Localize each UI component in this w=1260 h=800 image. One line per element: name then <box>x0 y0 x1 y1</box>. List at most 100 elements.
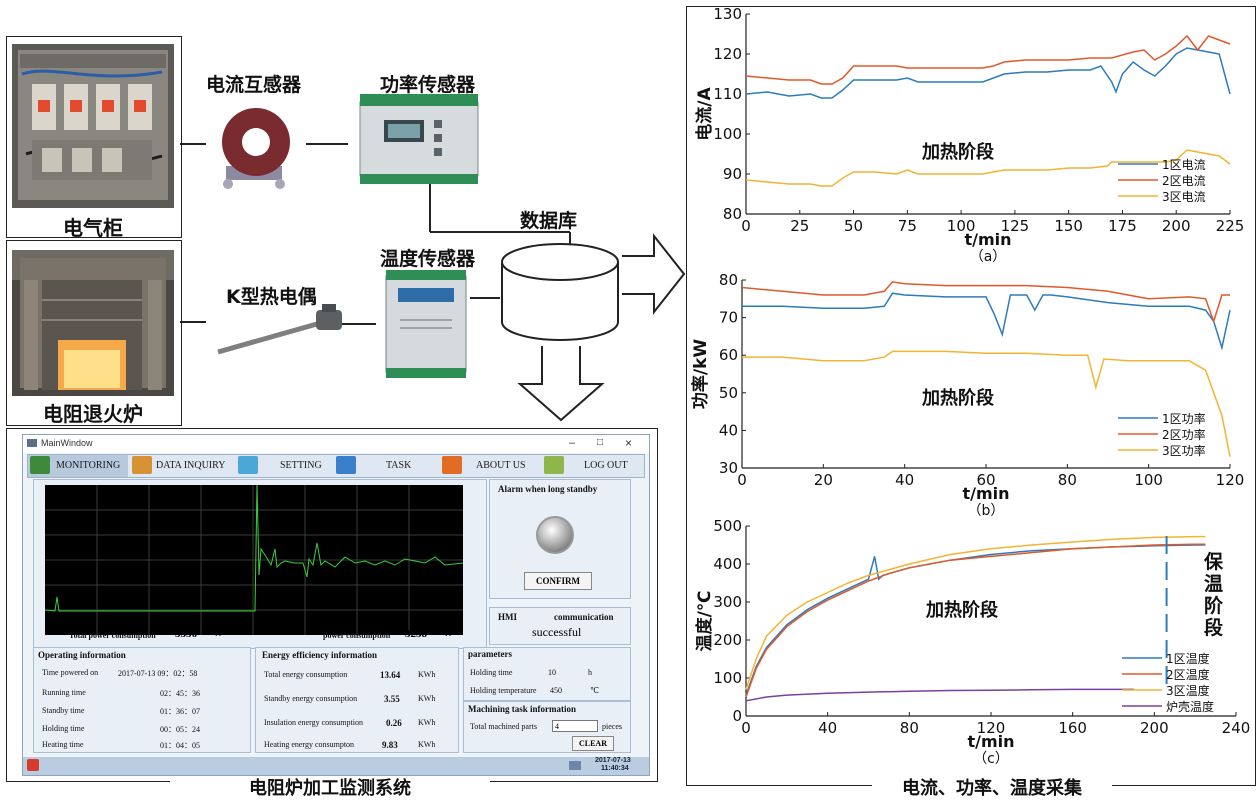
y-tick-label: 50 <box>719 384 738 402</box>
holding-time-value: 10 <box>548 668 556 677</box>
energy-row-unit: KWh <box>418 718 436 727</box>
tab-about-us[interactable]: ABOUT US <box>440 455 540 477</box>
status-bar: 2017-07-13 11:40:34 <box>23 757 649 775</box>
stage-annotation: 加热阶段 <box>921 141 995 163</box>
energy-row-label: Total energy consumption <box>264 670 348 679</box>
series-line <box>745 688 1134 702</box>
system-label: 电阻炉加工监测系统 <box>170 774 490 799</box>
x-tick-label: 0 <box>737 471 747 489</box>
operating-row-value: 01：04：05 <box>160 741 200 750</box>
tab-log-out[interactable]: LOG OUT <box>542 455 642 477</box>
legend-label: 3区电流 <box>1162 190 1206 204</box>
x-tick-label: 40 <box>818 719 837 737</box>
power-sensor-icon <box>359 94 479 184</box>
x-tick-label: 60 <box>976 471 995 489</box>
energy-row-label: Heating energy consumpton <box>264 740 355 749</box>
alarm-panel: Alarm when long standby CONFIRM <box>489 479 631 599</box>
monitor-icon <box>30 456 50 474</box>
hmi-label: HMI <box>498 612 517 622</box>
energy-row-label: Insulation energy consumption <box>264 718 363 727</box>
y-tick-label: 30 <box>719 459 738 477</box>
logout-icon <box>544 456 564 474</box>
y-tick-label: 60 <box>719 346 738 364</box>
parameters-title: parameters <box>468 649 512 659</box>
minimize-button[interactable]: – <box>569 437 576 449</box>
x-axis-label: t/min <box>967 732 1014 751</box>
x-tick-label: 80 <box>900 719 919 737</box>
window-title: MainWindow <box>41 438 93 448</box>
chart-caption: （c） <box>973 751 1009 767</box>
operating-row-value: 01：36：07 <box>160 707 200 716</box>
series-line <box>745 543 1206 698</box>
y-tick-label: 80 <box>723 205 742 223</box>
stage-annotation: 加热阶段 <box>925 599 999 621</box>
operating-row: Running time 02：45：36 <box>42 688 248 698</box>
operating-row: Standby time 01：36：07 <box>42 706 248 716</box>
operating-title: Operating information <box>38 650 126 660</box>
clear-button[interactable]: CLEAR <box>572 736 614 751</box>
communication-status: successful <box>532 625 582 639</box>
operating-row: Time powered on 2017-07-13 09：02：58 <box>42 668 248 678</box>
close-button[interactable]: × <box>625 436 633 450</box>
tab-data-inquiry[interactable]: DATA INQUIRY <box>130 455 234 477</box>
y-tick-label: 300 <box>713 593 742 611</box>
series-line <box>745 535 1206 690</box>
x-tick-label: 0 <box>741 217 751 235</box>
furnace-photo <box>12 250 174 396</box>
current-transformer-icon <box>222 108 290 189</box>
y-tick-label: 400 <box>713 555 742 573</box>
x-tick-label: 0 <box>741 719 751 737</box>
y-tick-label: 200 <box>713 631 742 649</box>
parts-input[interactable] <box>552 720 598 732</box>
task-panel: Machining task information Total machine… <box>463 701 631 753</box>
operating-row-label: Running time <box>42 688 86 697</box>
holding-annotation: 段 <box>1204 616 1224 639</box>
legend-label: 炉壳温度 <box>1166 699 1214 714</box>
energy-row-value: 3.55 <box>384 694 400 704</box>
tab-about-us-label: ABOUT US <box>476 460 526 471</box>
cabinet-image <box>12 44 174 208</box>
maximize-button[interactable]: □ <box>597 437 604 448</box>
confirm-button[interactable]: CONFIRM <box>524 572 592 590</box>
x-tick-label: 100 <box>947 217 976 235</box>
x-axis-label: t/min <box>964 230 1011 249</box>
operating-row-label: Standby time <box>42 706 85 715</box>
power-icon[interactable] <box>27 759 39 771</box>
y-tick-label: 110 <box>713 85 742 103</box>
x-tick-label: 40 <box>895 471 914 489</box>
power-unit: W <box>443 628 453 639</box>
holding-temp-unit: ℃ <box>590 686 599 695</box>
energy-row: Insulation energy consumption 0.26 KWh <box>264 718 454 728</box>
energy-title: Energy efficiency information <box>262 650 377 660</box>
x-tick-label: 200 <box>1162 217 1191 235</box>
x-axis-label: t/min <box>962 484 1009 503</box>
operating-panel: Operating information Time powered on 20… <box>33 647 251 753</box>
tab-monitoring[interactable]: MONITORING <box>28 455 128 477</box>
alarm-title: Alarm when long standby <box>498 484 598 494</box>
series-line <box>745 149 1231 187</box>
holding-annotation: 阶 <box>1204 594 1224 617</box>
y-axis-label: 功率/kW <box>690 339 711 410</box>
nav-bar: MONITORING DATA INQUIRY SETTING TASK ABO… <box>27 454 645 478</box>
series-line <box>745 47 1231 99</box>
energy-row: Total energy consumption 13.64 KWh <box>264 670 454 680</box>
energy-row-unit: KWh <box>418 670 436 679</box>
status-date: 2017-07-13 <box>595 757 631 764</box>
chart-caption: （b） <box>968 503 1005 516</box>
charts-box <box>686 6 1256 786</box>
operating-row-value: 02：45：36 <box>160 689 200 698</box>
tab-task[interactable]: TASK <box>334 455 438 477</box>
alarm-indicator-icon <box>536 516 574 554</box>
tab-log-out-label: LOG OUT <box>584 460 628 471</box>
x-tick-label: 225 <box>1216 217 1245 235</box>
furnace-image <box>12 250 174 396</box>
holding-annotation: 保 <box>1203 550 1224 573</box>
tab-setting[interactable]: SETTING <box>236 455 332 477</box>
x-tick-label: 160 <box>1058 719 1087 737</box>
energy-row-unit: KWh <box>418 740 436 749</box>
arrow-down-icon <box>517 346 605 422</box>
x-tick-label: 75 <box>898 217 917 235</box>
y-tick-label: 80 <box>719 271 738 289</box>
thermocouple-label: K型热电偶 <box>226 286 317 308</box>
x-tick-label: 240 <box>1222 719 1251 737</box>
